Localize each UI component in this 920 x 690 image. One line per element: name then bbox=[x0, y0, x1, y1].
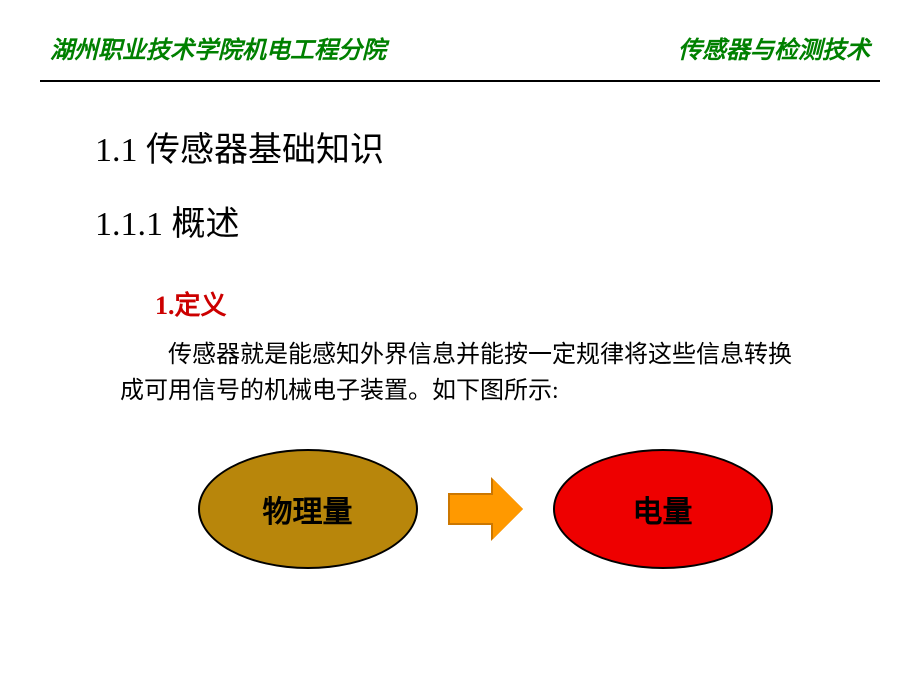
sensor-diagram: 物理量 电量 bbox=[0, 449, 920, 569]
header-divider bbox=[40, 80, 880, 82]
physical-quantity-label: 物理量 bbox=[263, 487, 353, 531]
header-institution: 湖州职业技术学院机电工程分院 bbox=[50, 30, 386, 65]
physical-quantity-node: 物理量 bbox=[198, 449, 418, 569]
arrow-head-icon bbox=[493, 479, 523, 539]
arrow-body bbox=[448, 493, 493, 525]
definition-text: 传感器就是能感知外界信息并能按一定规律将这些信息转换成可用信号的机械电子装置。如… bbox=[120, 337, 800, 409]
conversion-arrow bbox=[448, 479, 523, 539]
header-course: 传感器与检测技术 bbox=[678, 30, 870, 65]
definition-label: 1.定义 bbox=[155, 285, 920, 322]
subsection-title: 1.1.1 概述 bbox=[95, 196, 920, 245]
electrical-quantity-node: 电量 bbox=[553, 449, 773, 569]
electrical-quantity-label: 电量 bbox=[633, 487, 693, 531]
section-title: 1.1 传感器基础知识 bbox=[95, 122, 920, 171]
slide-header: 湖州职业技术学院机电工程分院 传感器与检测技术 bbox=[0, 0, 920, 75]
